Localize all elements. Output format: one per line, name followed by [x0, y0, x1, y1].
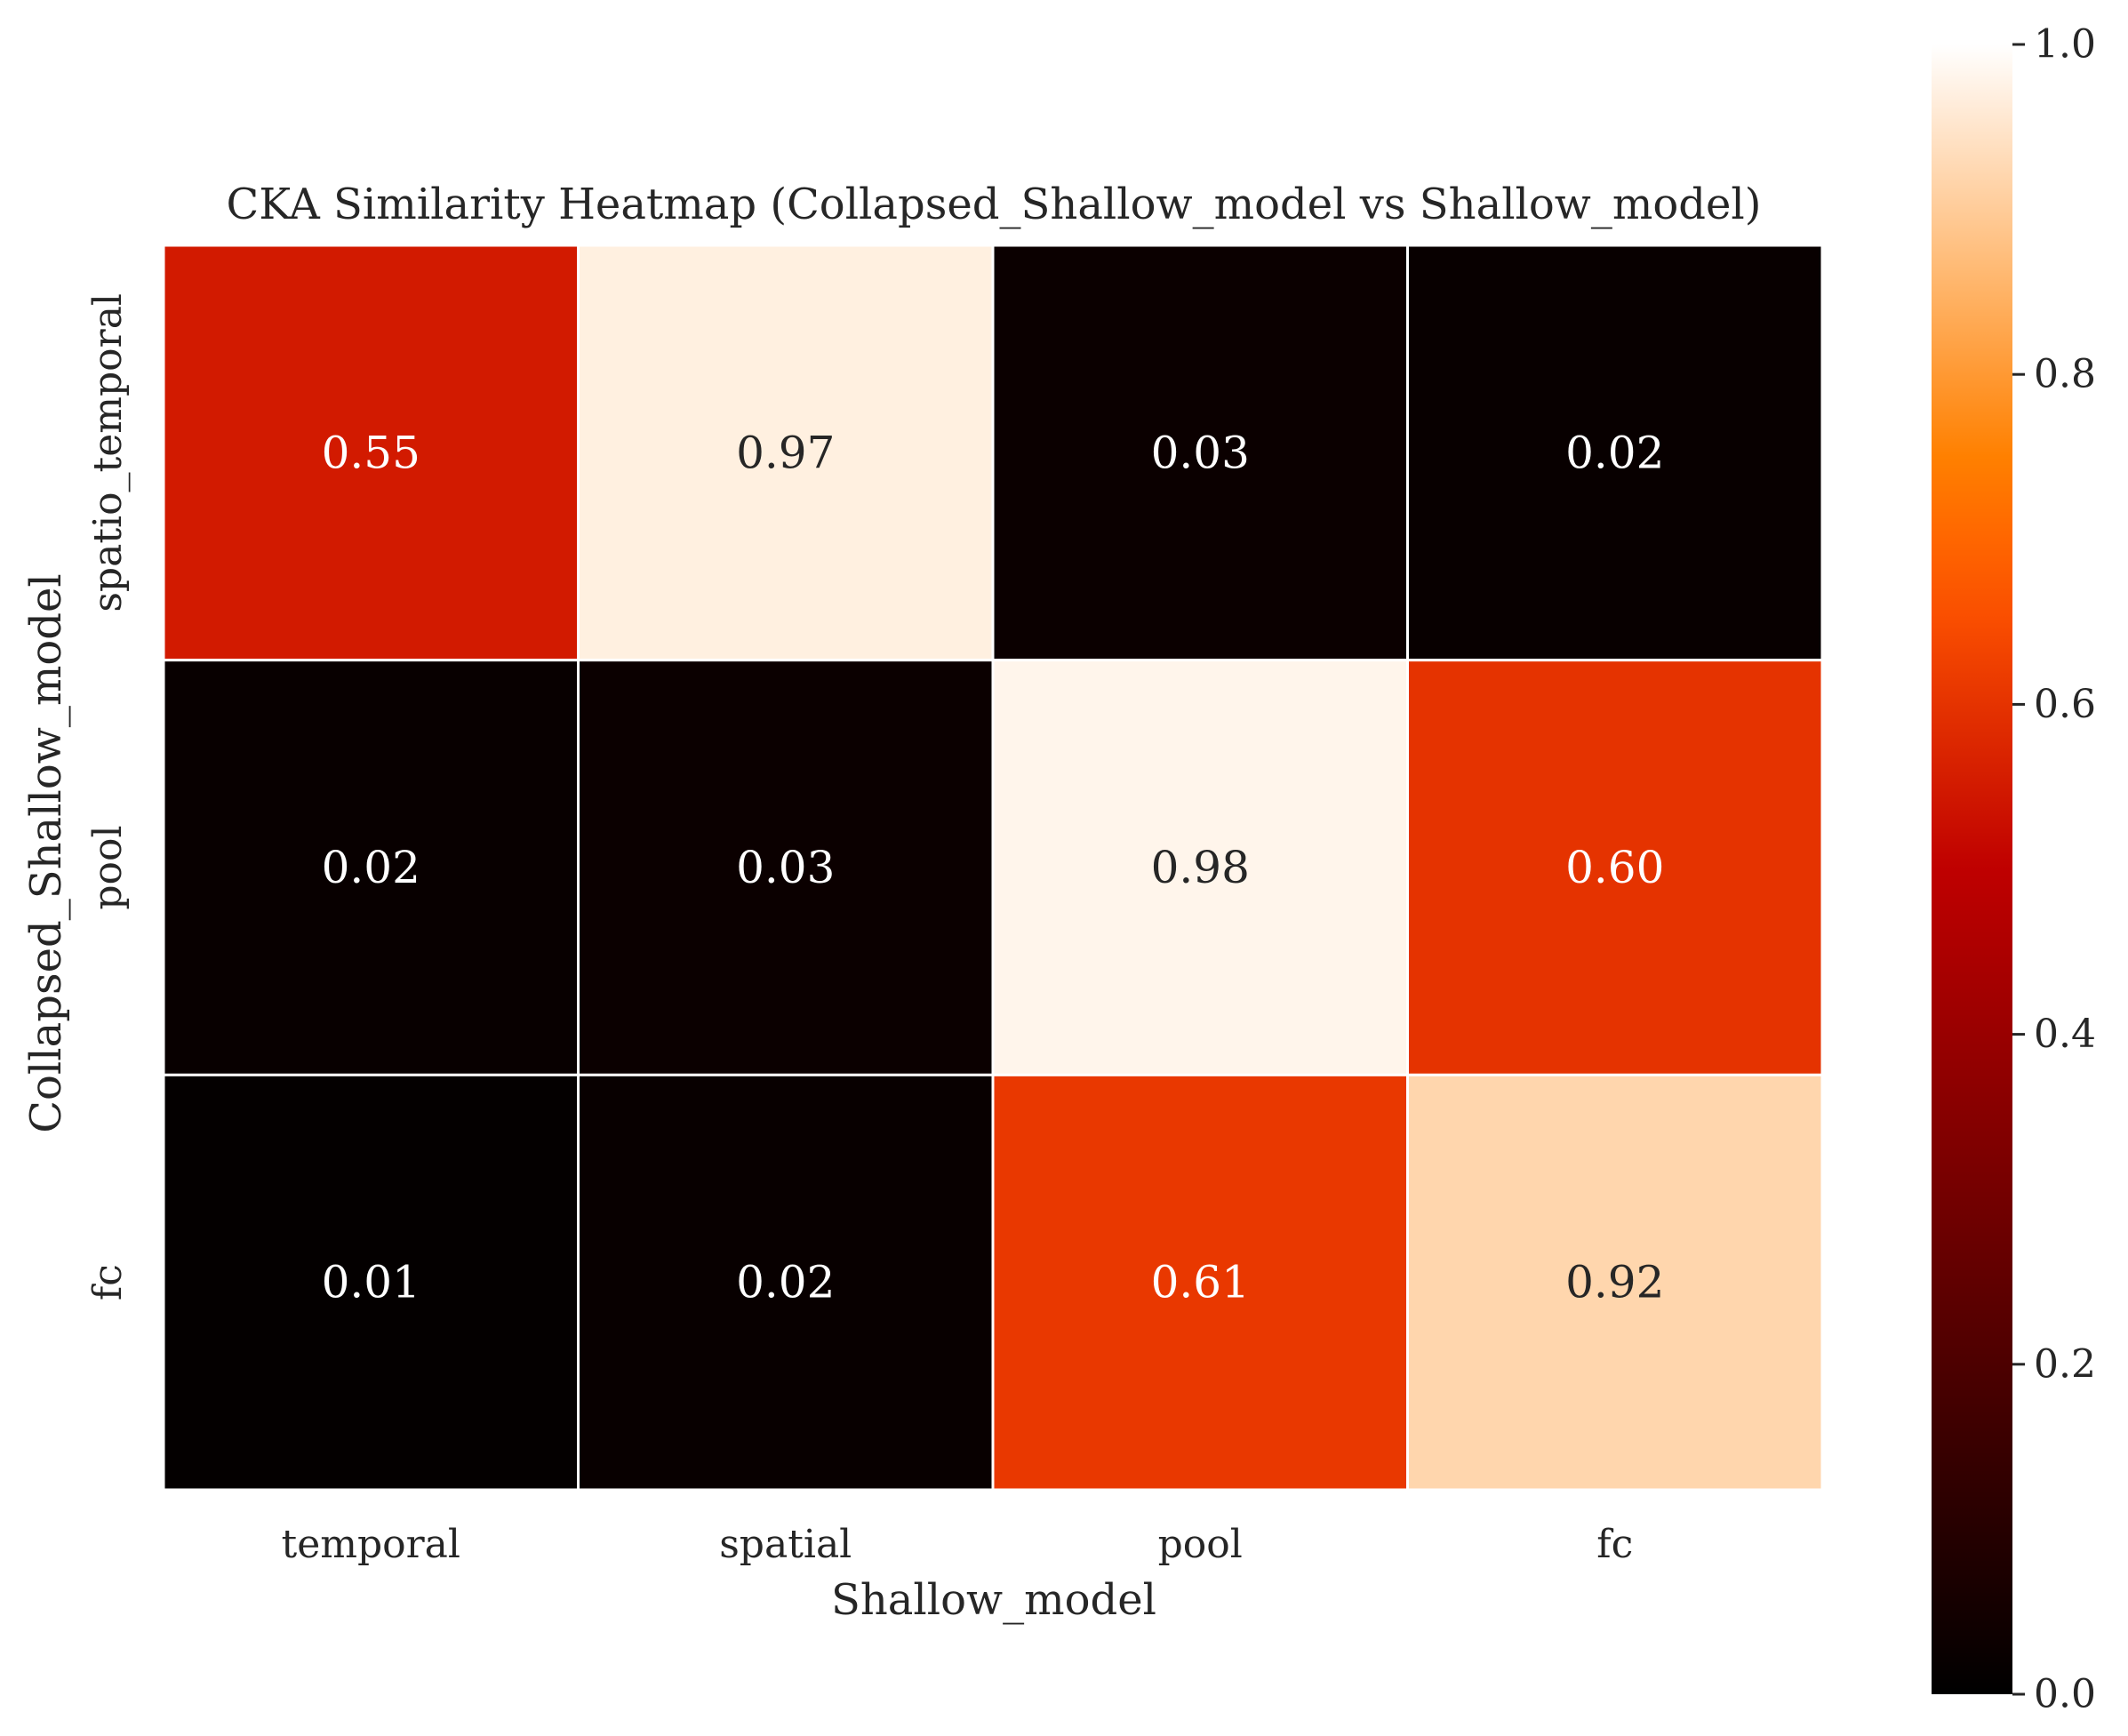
x-tick-labels: temporal spatial pool fc: [282, 1522, 1634, 1567]
colorbar: 0.0 0.2 0.4 0.6 0.8 1.0: [1932, 22, 2096, 1717]
cell-value-label: 0.55: [322, 427, 420, 478]
heatmap-cells: [162, 244, 1824, 1492]
y-tick-label: pool: [85, 825, 131, 909]
cell-value-label: 0.97: [736, 427, 835, 478]
x-tick-label: pool: [1158, 1522, 1243, 1567]
heatmap-cell: [991, 659, 1409, 1076]
colorbar-tick-label: 0.4: [2034, 1012, 2096, 1057]
heatmap-cell: [1406, 1073, 1824, 1492]
cell-value-label: 0.98: [1151, 842, 1250, 893]
y-tick-label: fc: [85, 1264, 131, 1300]
x-tick-label: fc: [1596, 1522, 1633, 1567]
colorbar-tick-label: 0.2: [2034, 1341, 2096, 1387]
heatmap-cell: [1406, 659, 1824, 1076]
x-tick-label: temporal: [282, 1522, 460, 1567]
heatmap-cell: [1406, 244, 1824, 662]
heatmap-cell: [991, 1073, 1409, 1492]
y-axis-label: Collapsed_Shallow_model: [21, 573, 71, 1132]
cell-value-label: 0.61: [1151, 1257, 1250, 1308]
y-tick-label: spatio_temporal: [85, 293, 131, 612]
cell-value-label: 0.60: [1565, 842, 1664, 893]
cell-annotations: 0.55 0.97 0.03 0.02 0.02 0.03 0.98 0.60 0.01 0.02…: [322, 427, 1665, 1308]
cell-value-label: 0.02: [322, 842, 420, 893]
colorbar-tick-label: 0.8: [2034, 352, 2096, 397]
heatmap-cell: [577, 244, 995, 662]
cell-value-label: 0.03: [736, 842, 835, 893]
heatmap-cell: [991, 244, 1409, 662]
heatmap-cell: [162, 1073, 580, 1492]
cell-value-label: 0.02: [736, 1257, 835, 1308]
cell-value-label: 0.92: [1565, 1257, 1664, 1308]
x-axis-label: Shallow_model: [831, 1575, 1156, 1625]
heatmap-cell: [162, 244, 580, 662]
colorbar-tick-label: 0.6: [2034, 682, 2096, 727]
cell-value-label: 0.02: [1565, 427, 1664, 478]
colorbar-ticks: 0.0 0.2 0.4 0.6 0.8 1.0: [2012, 22, 2096, 1717]
colorbar-tick-label: 0.0: [2034, 1672, 2096, 1717]
x-tick-label: spatial: [719, 1522, 852, 1567]
heatmap-cell: [577, 1073, 995, 1492]
cell-value-label: 0.01: [322, 1257, 420, 1308]
colorbar-gradient: [1932, 44, 2012, 1694]
colorbar-tick-label: 1.0: [2034, 22, 2096, 68]
cell-value-label: 0.03: [1151, 427, 1250, 478]
chart-title: CKA Similarity Heatmap (Collapsed_Shallo…: [226, 180, 1761, 229]
